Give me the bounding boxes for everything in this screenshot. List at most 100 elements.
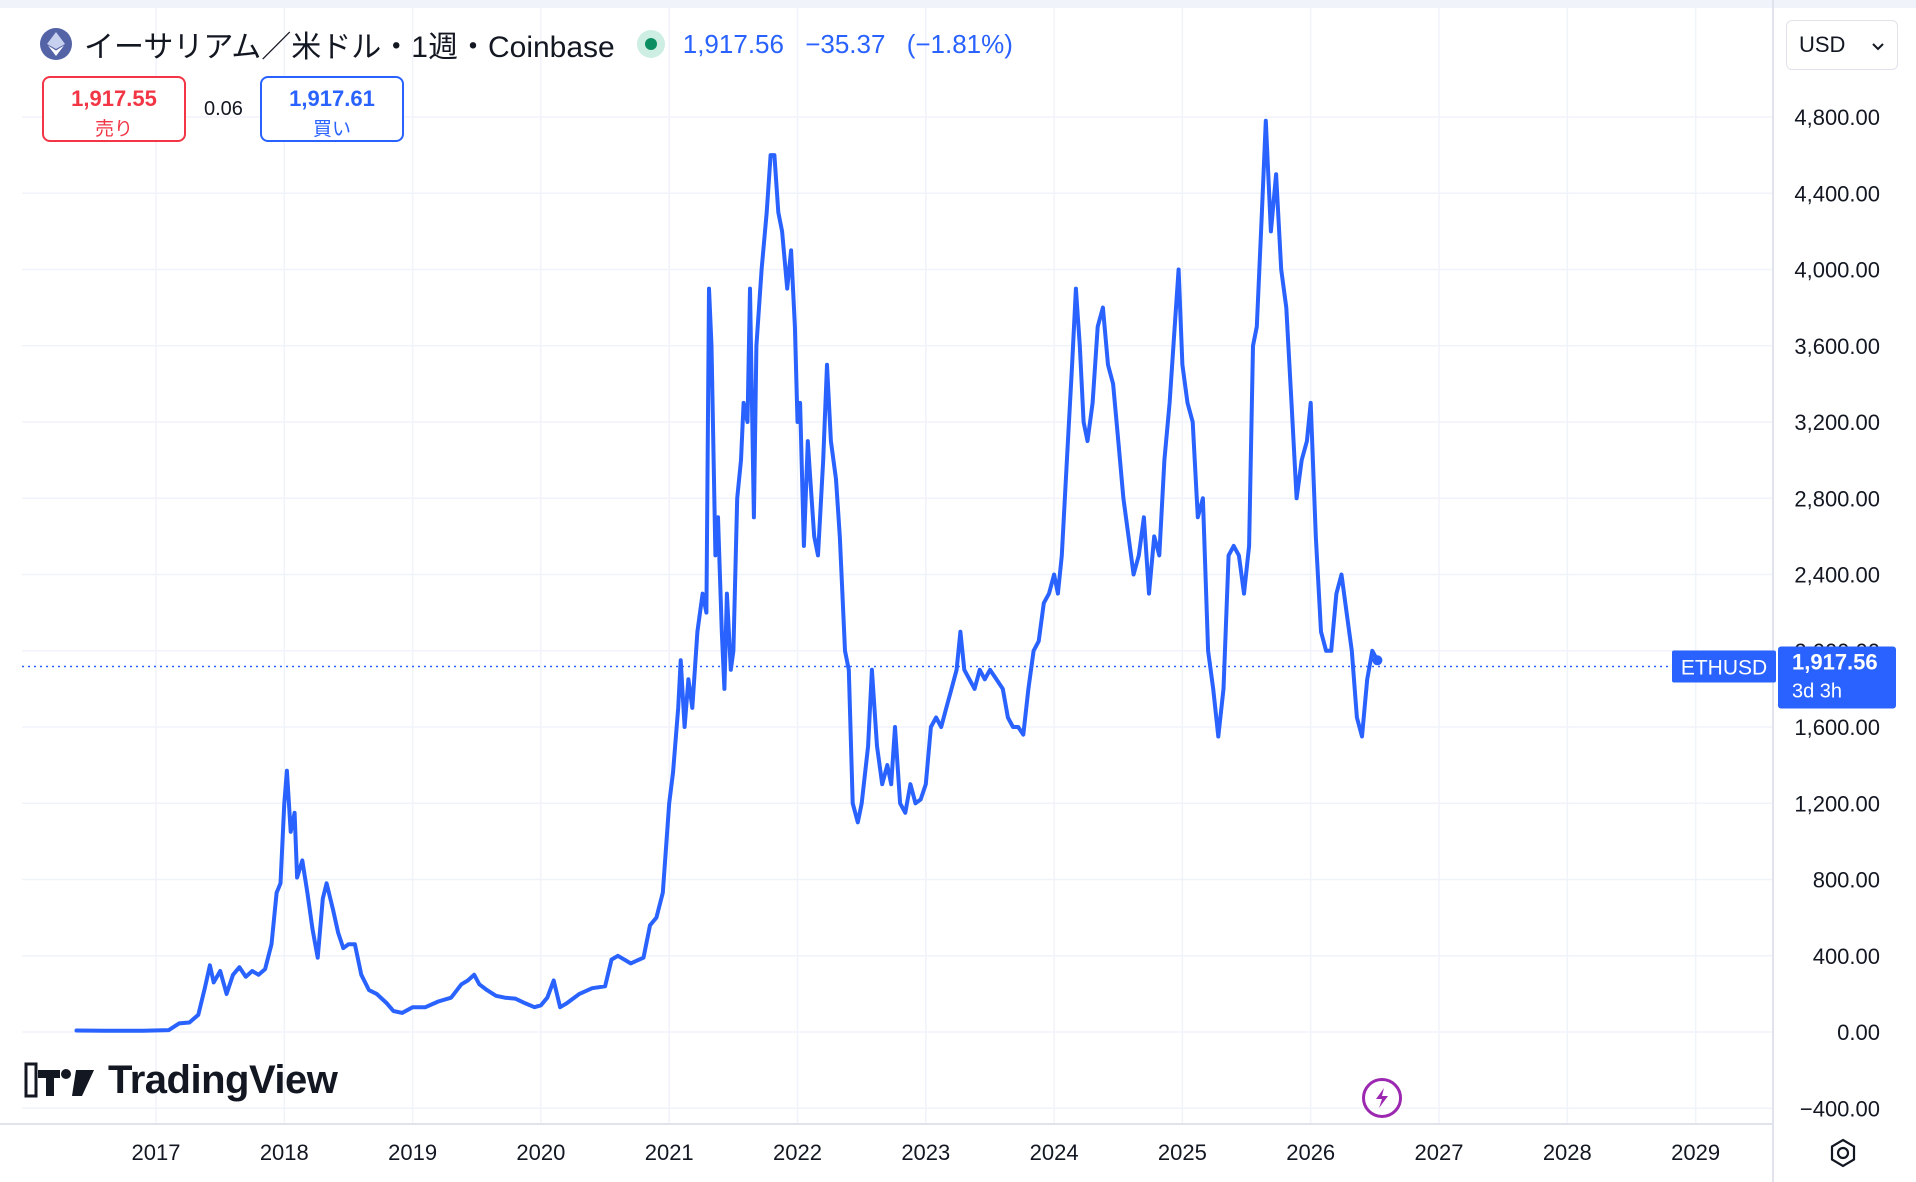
symbol-label: ETHUSD: [1681, 656, 1767, 679]
data-point: [959, 630, 962, 633]
current-price: 1,917.56: [682, 28, 784, 59]
settings-icon[interactable]: [1826, 1136, 1860, 1170]
price-tick-label: 2,800.00: [1794, 486, 1880, 511]
data-point: [1366, 678, 1369, 681]
data-point: [1295, 497, 1298, 500]
data-point: [503, 996, 507, 999]
currency-select[interactable]: USD: [1786, 20, 1898, 70]
data-point: [777, 211, 780, 214]
data-point: [1191, 420, 1194, 424]
data-point: [1285, 306, 1288, 309]
data-point: [616, 954, 620, 957]
time-tick-label: 2023: [901, 1140, 950, 1165]
data-point: [411, 1006, 414, 1009]
data-point: [1006, 716, 1010, 719]
data-point: [1122, 497, 1125, 500]
data-point: [524, 1002, 527, 1005]
data-point: [225, 992, 228, 996]
data-point: [929, 725, 933, 729]
data-point: [934, 716, 938, 719]
data-point: [610, 958, 613, 961]
time-tick-label: 2018: [260, 1140, 309, 1165]
data-point: [1168, 401, 1171, 405]
data-point: [677, 706, 680, 710]
data-point: [1274, 173, 1278, 176]
data-point: [1117, 439, 1120, 443]
data-point: [1227, 554, 1230, 557]
time-tick-label: 2017: [132, 1140, 181, 1165]
sell-price: 1,917.55: [71, 86, 157, 111]
data-point: [1217, 735, 1220, 738]
data-point: [485, 988, 489, 992]
data-point: [1309, 401, 1312, 405]
data-point: [945, 706, 948, 710]
time-axis-labels: 2017 2018 2019 2020 2021 2022 2023 2024 2025 2026…: [132, 1140, 1721, 1165]
data-point: [687, 678, 690, 681]
buy-button[interactable]: 1,917.61 買い: [260, 76, 404, 142]
data-point: [838, 535, 841, 538]
last-price-dot: [1372, 655, 1383, 666]
data-point: [424, 1006, 427, 1009]
data-point: [707, 287, 711, 290]
data-point: [244, 975, 247, 978]
data-point: [1355, 716, 1359, 719]
data-point: [466, 979, 469, 982]
data-point: [813, 535, 816, 538]
data-point: [683, 725, 686, 729]
data-point: [668, 802, 671, 805]
data-point: [1371, 649, 1374, 652]
price-change: −35.37: [805, 28, 886, 59]
data-point: [825, 363, 829, 366]
data-point: [1142, 516, 1146, 519]
data-point: [257, 973, 260, 976]
data-point: [1260, 211, 1264, 214]
data-point: [725, 592, 729, 595]
sell-button[interactable]: 1,917.55 売り: [42, 76, 186, 142]
data-point: [760, 268, 763, 271]
data-point: [893, 725, 897, 729]
data-point: [1350, 649, 1354, 652]
data-point: [710, 344, 713, 347]
lightning-icon[interactable]: [1362, 1078, 1402, 1118]
data-point: [449, 996, 453, 999]
data-point: [809, 478, 812, 481]
data-point: [739, 458, 743, 462]
data-point: [231, 973, 235, 976]
data-point: [691, 706, 694, 710]
time-tick-label: 2029: [1671, 1140, 1720, 1165]
data-point: [285, 769, 289, 772]
spread-value: 0.06: [204, 98, 243, 120]
data-point: [746, 420, 749, 424]
data-point: [714, 554, 717, 557]
data-point: [219, 969, 222, 973]
price-tick-label: 3,600.00: [1794, 334, 1880, 359]
data-point: [546, 996, 549, 999]
data-point: [238, 966, 241, 969]
data-point: [723, 687, 726, 691]
data-point: [742, 401, 745, 405]
data-point: [780, 230, 784, 233]
countdown-label: 3d 3h: [1792, 680, 1842, 702]
data-point: [1324, 649, 1328, 652]
data-point: [342, 946, 345, 950]
price-tick-label: 1,200.00: [1794, 791, 1880, 816]
data-point: [648, 924, 652, 927]
data-point: [514, 997, 517, 1000]
ethereum-icon: [40, 28, 72, 60]
data-point: [822, 458, 825, 462]
time-tick-label: 2020: [516, 1140, 565, 1165]
data-point: [829, 439, 833, 443]
data-point: [203, 987, 206, 990]
data-point: [802, 544, 806, 548]
data-point: [955, 668, 958, 671]
data-point: [353, 943, 357, 946]
data-point: [963, 668, 966, 671]
data-point: [1206, 649, 1210, 652]
data-point: [701, 592, 704, 595]
symbol-title[interactable]: イーサリアム／米ドル・1週・Coinbase: [84, 31, 615, 64]
data-point: [1101, 306, 1105, 309]
data-point: [769, 153, 772, 157]
tradingview-logo[interactable]: TradingView: [22, 1052, 338, 1108]
data-point: [177, 1022, 181, 1025]
